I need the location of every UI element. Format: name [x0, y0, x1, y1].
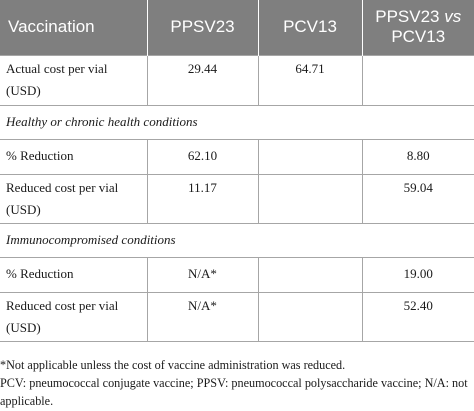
section-label: Healthy or chronic health conditions — [0, 104, 474, 139]
row-label: Actual cost per vial (USD) — [0, 54, 148, 105]
cell-ppsv23: N/A* — [147, 256, 259, 292]
row-label: % Reduction — [0, 138, 148, 174]
cell-pcv13 — [258, 138, 363, 174]
section-label: Immunocompromised conditions — [0, 222, 474, 257]
section-row-immunocompromised: Immunocompromised conditions — [0, 222, 474, 257]
header-compare-b: PCV13 — [391, 27, 446, 47]
row-label: % Reduction — [0, 256, 148, 292]
footnote-not-applicable: *Not applicable unless the cost of vacci… — [0, 358, 346, 372]
header-row: Vaccination PPSV23 PCV13 PPSV23 vs PCV13 — [0, 0, 474, 55]
table-row-immuno-reduced-cost: Reduced cost per vial (USD) N/A* 52.40 — [0, 291, 474, 342]
table-header: Vaccination PPSV23 PCV13 PPSV23 vs PCV13 — [0, 0, 474, 55]
cell-compare — [362, 54, 474, 105]
cell-compare: 52.40 — [362, 291, 474, 342]
vaccination-cost-table: Vaccination PPSV23 PCV13 PPSV23 vs PCV13… — [0, 0, 474, 342]
row-label: Reduced cost per vial (USD) — [0, 173, 148, 223]
cell-ppsv23: N/A* — [147, 291, 259, 342]
section-row-healthy: Healthy or chronic health conditions — [0, 104, 474, 139]
footnote-abbreviations: PCV: pneumococcal conjugate vaccine; PPS… — [0, 376, 468, 408]
header-ppsv23-vs-pcv13: PPSV23 vs PCV13 — [362, 0, 474, 55]
table-footnotes: *Not applicable unless the cost of vacci… — [0, 356, 474, 410]
cell-ppsv23: 11.17 — [147, 173, 259, 223]
table-row-healthy-reduction: % Reduction 62.10 8.80 — [0, 138, 474, 174]
header-ppsv23: PPSV23 — [147, 0, 259, 55]
cell-compare: 19.00 — [362, 256, 474, 292]
cell-pcv13 — [258, 291, 363, 342]
cell-pcv13: 64.71 — [258, 54, 363, 105]
header-pcv13: PCV13 — [258, 0, 363, 55]
row-label: Reduced cost per vial (USD) — [0, 291, 148, 342]
cell-compare: 8.80 — [362, 138, 474, 174]
table-row-healthy-reduced-cost: Reduced cost per vial (USD) 11.17 59.04 — [0, 173, 474, 223]
cell-pcv13 — [258, 173, 363, 223]
cell-pcv13 — [258, 256, 363, 292]
header-vaccination: Vaccination — [0, 0, 148, 55]
header-compare-vs: vs — [444, 7, 462, 27]
cell-compare: 59.04 — [362, 173, 474, 223]
table-body: Actual cost per vial (USD) 29.44 64.71 H… — [0, 54, 474, 342]
table-row-immuno-reduction: % Reduction N/A* 19.00 — [0, 256, 474, 292]
cell-ppsv23: 29.44 — [147, 54, 259, 105]
table-row-actual-cost: Actual cost per vial (USD) 29.44 64.71 — [0, 54, 474, 105]
cell-ppsv23: 62.10 — [147, 138, 259, 174]
header-compare-a: PPSV23 — [375, 7, 440, 27]
